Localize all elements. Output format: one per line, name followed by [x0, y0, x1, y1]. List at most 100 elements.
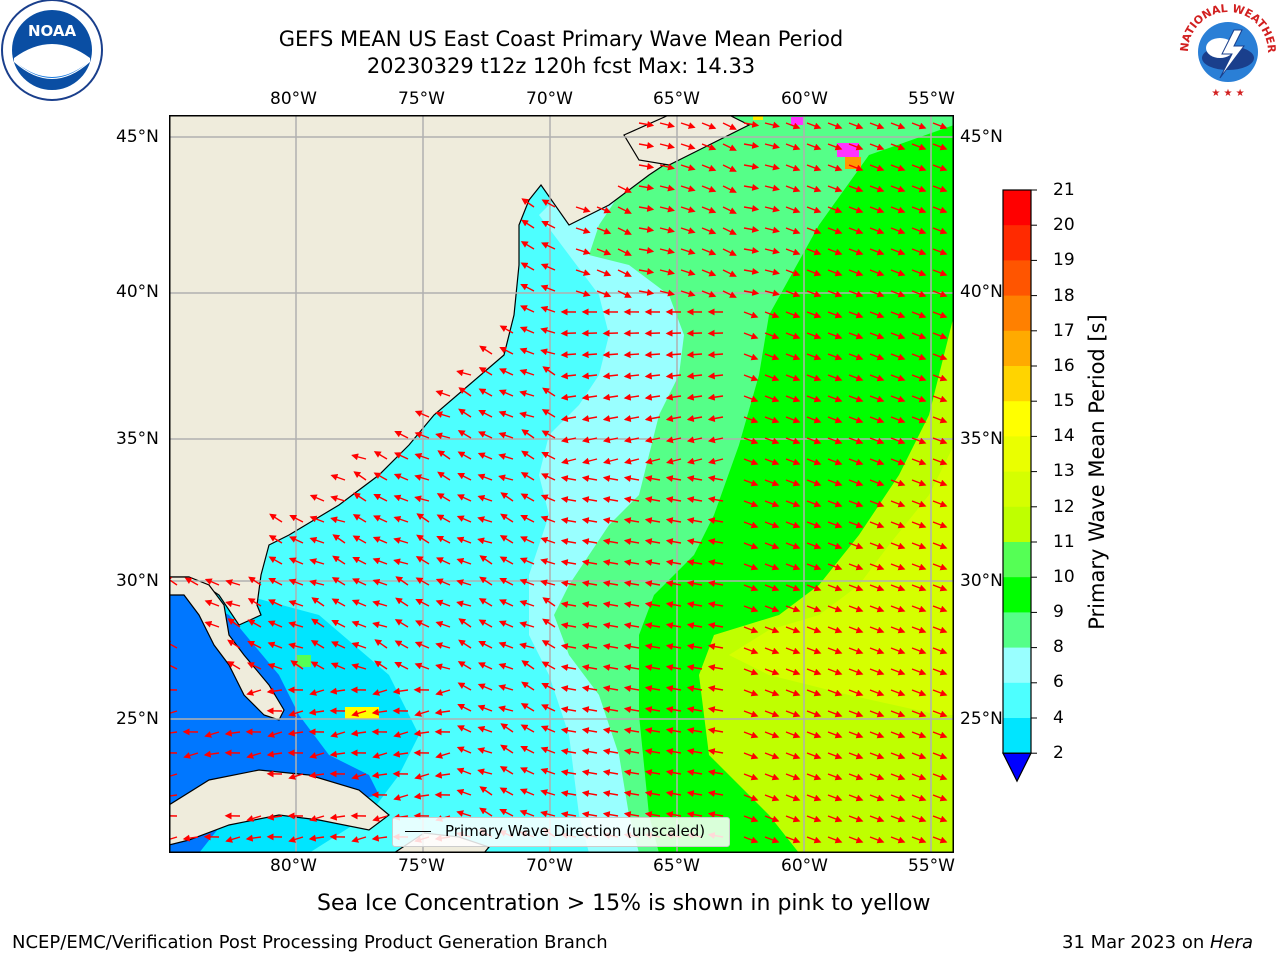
wave-direction-arrow	[310, 640, 325, 649]
wave-direction-arrow	[394, 619, 409, 628]
wave-direction-arrow	[708, 457, 724, 465]
wave-direction-arrow	[785, 647, 801, 655]
wave-direction-arrow	[848, 332, 864, 340]
wave-direction-arrow	[848, 122, 864, 130]
wave-direction-arrow	[911, 311, 927, 319]
wave-direction-arrow	[624, 457, 640, 465]
wave-direction-arrow	[560, 664, 577, 672]
wave-direction-arrow	[659, 247, 675, 255]
wave-direction-arrow	[827, 542, 843, 550]
wave-direction-arrow	[602, 538, 619, 546]
wave-direction-arrow	[498, 389, 514, 397]
wave-direction-arrow	[581, 790, 598, 798]
run-date: 31 Mar 2023 on Hera	[1062, 932, 1253, 953]
wave-direction-arrow	[707, 496, 724, 504]
wave-direction-arrow	[785, 248, 801, 256]
wave-direction-arrow	[785, 311, 801, 319]
wave-direction-arrow	[332, 534, 346, 544]
wave-direction-arrow	[575, 248, 591, 255]
wave-direction-arrow	[372, 578, 388, 586]
wave-direction-arrow	[289, 514, 304, 523]
wave-direction-arrow	[329, 813, 346, 821]
wave-direction-arrow	[602, 393, 619, 401]
wave-direction-arrow	[351, 773, 367, 780]
wave-direction-arrow	[435, 432, 451, 440]
wave-direction-arrow	[743, 563, 759, 571]
wave-direction-arrow	[848, 248, 864, 256]
lat-label-left: 40°N	[116, 282, 159, 302]
wave-direction-arrow	[848, 710, 864, 718]
wave-direction-arrow	[575, 206, 591, 213]
wave-direction-arrow	[932, 815, 948, 823]
wave-direction-arrow	[623, 664, 640, 672]
colorbar-tick: 18	[1053, 286, 1075, 306]
wave-direction-arrow	[665, 601, 682, 609]
wave-direction-arrow	[540, 767, 556, 775]
wave-direction-arrow	[785, 416, 801, 424]
colorbar-label: Primary Wave Mean Period [s]	[1085, 314, 1109, 630]
lon-label-top: 75°W	[398, 89, 445, 109]
wave-direction-arrow	[540, 725, 556, 733]
wave-direction-arrow	[247, 598, 262, 607]
wave-direction-arrow	[290, 660, 304, 670]
wave-direction-arrow	[848, 374, 864, 382]
wave-direction-arrow	[521, 681, 535, 691]
wave-direction-arrow	[415, 620, 430, 628]
wave-direction-arrow	[560, 415, 577, 422]
wave-direction-arrow	[848, 605, 864, 613]
wave-direction-arrow	[764, 710, 780, 718]
wave-direction-arrow	[477, 537, 493, 545]
wave-direction-arrow	[352, 535, 367, 544]
land-north-america	[169, 115, 710, 626]
wave-direction-arrow	[351, 663, 367, 670]
wave-direction-arrow	[457, 494, 472, 502]
wave-direction-arrow	[247, 662, 262, 670]
wave-direction-arrow	[478, 388, 493, 397]
national-weather-service-logo: NATIONAL WEATHER SERVICE ★ ★ ★	[1176, 0, 1278, 99]
wave-direction-arrow	[686, 790, 703, 798]
wave-direction-arrow	[890, 248, 906, 256]
wave-direction-arrow	[519, 390, 535, 397]
colorbar-segment	[1003, 612, 1031, 649]
wave-direction-arrow	[413, 729, 430, 737]
wave-direction-arrow	[596, 269, 612, 277]
wave-direction-arrow	[806, 815, 822, 823]
wave-direction-arrow	[581, 601, 598, 609]
wave-direction-arrow	[743, 794, 759, 802]
wave-direction-arrow	[911, 605, 927, 613]
wave-direction-arrow	[701, 248, 717, 256]
wave-direction-arrow	[764, 205, 780, 213]
wave-direction-arrow	[350, 729, 367, 737]
wave-direction-arrow	[581, 538, 598, 546]
wave-direction-arrow	[686, 393, 703, 401]
wave-direction-arrow	[764, 437, 780, 445]
wave-direction-arrow	[806, 353, 822, 361]
wave-direction-arrow	[665, 790, 682, 798]
wave-direction-arrow	[827, 647, 843, 655]
wave-direction-arrow	[932, 143, 948, 151]
wave-direction-arrow	[351, 836, 367, 843]
wave-direction-arrow	[764, 268, 780, 276]
wave-direction-arrow	[540, 305, 556, 313]
wave-direction-arrow	[332, 555, 346, 565]
wave-direction-arrow	[477, 473, 493, 481]
lon-label-bottom: 80°W	[270, 856, 317, 876]
wave-direction-arrow	[848, 773, 864, 781]
wave-direction-arrow	[890, 584, 906, 592]
wave-direction-arrow	[827, 836, 843, 844]
wave-direction-arrow	[665, 393, 682, 401]
wave-direction-arrow	[458, 387, 472, 397]
wave-direction-arrow	[457, 661, 472, 670]
wave-direction-arrow	[330, 473, 346, 481]
wave-direction-arrow	[540, 348, 556, 356]
wave-direction-arrow	[707, 415, 724, 422]
wave-direction-arrow	[785, 122, 801, 130]
wave-direction-arrow	[680, 227, 696, 234]
wave-direction-arrow	[707, 685, 724, 693]
colorbar-segment	[1003, 718, 1031, 754]
colorbar-tick: 11	[1053, 532, 1075, 552]
wave-direction-arrow	[785, 458, 801, 466]
wave-direction-arrow	[560, 393, 577, 401]
wave-direction-arrow	[890, 206, 906, 214]
wave-direction-arrow	[560, 622, 577, 630]
